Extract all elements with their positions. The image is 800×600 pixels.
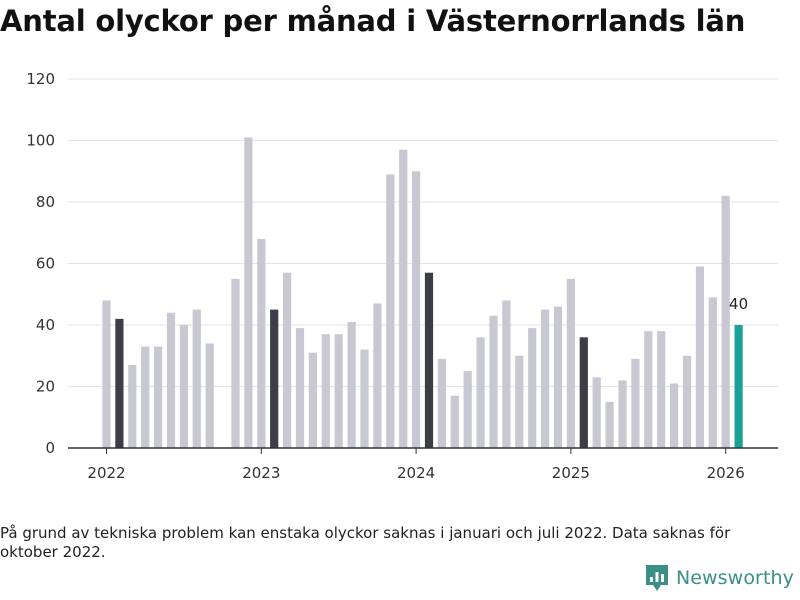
bar-2022-06[interactable] [166,312,176,448]
bar-2025-10[interactable] [682,355,692,448]
y-tick-label: 60 [36,255,55,273]
chart-title: Antal olyckor per månad i Västernorrland… [0,4,746,38]
bar-2024-05[interactable] [463,371,472,448]
newsworthy-logo-icon [645,565,668,591]
y-axis-tick-labels: 0 20 40 60 80 100 120 [26,70,55,457]
x-tick-label: 2022 [87,464,125,482]
bar-2025-11[interactable] [695,266,704,448]
bar-2023-04[interactable] [295,328,305,448]
bar-2023-10[interactable] [373,303,382,448]
bar-2022-11[interactable] [231,278,240,448]
x-axis: 2022 2023 2024 2025 2026 [68,447,778,482]
y-tick-label: 80 [36,193,55,211]
bar-2023-07[interactable] [334,334,343,448]
bar-2024-01[interactable] [412,171,421,448]
bar-2024-10[interactable] [528,328,537,448]
bar-chart: 0 20 40 60 80 100 120 2022 2023 2024 2025 2026 40 [26,70,778,482]
bar-2024-06[interactable] [476,337,485,448]
x-tick-label: 2023 [242,464,280,482]
bar-2023-11[interactable] [386,174,395,448]
bar-2025-05[interactable] [618,380,627,448]
bar-2025-07[interactable] [644,331,653,448]
bar-2025-09[interactable] [670,383,679,448]
bar-2024-12[interactable] [553,306,563,448]
bar-2022-08[interactable] [192,309,201,448]
bar-2026-02[interactable] [734,325,743,448]
bar-2024-11[interactable] [541,309,550,448]
bars [102,137,743,449]
data-labels: 40 [729,295,748,313]
y-tick-label: 0 [45,439,55,457]
bar-2024-04[interactable] [450,395,459,448]
bar-2022-07[interactable] [179,325,188,448]
brand-logo[interactable]: Newsworthy [644,563,794,593]
bar-2022-02[interactable] [115,318,124,448]
x-tick-label: 2026 [707,464,745,482]
bar-2024-07[interactable] [489,315,498,448]
bar-2022-01[interactable] [102,300,111,448]
bar-2024-03[interactable] [437,358,446,448]
bar-2022-04[interactable] [141,346,150,448]
bar-2023-09[interactable] [360,349,369,448]
brand-name: Newsworthy [675,567,794,589]
bar-2023-05[interactable] [308,352,317,448]
bar-2022-09[interactable] [205,343,214,448]
bar-2022-05[interactable] [154,346,163,448]
y-tick-label: 20 [36,378,55,396]
bar-2024-09[interactable] [515,355,524,448]
bar-2025-06[interactable] [631,358,640,448]
bar-2022-12[interactable] [244,137,253,449]
bar-2025-03[interactable] [592,377,601,448]
bar-2023-06[interactable] [321,334,330,448]
bar-2024-08[interactable] [502,300,511,448]
bar-2025-01[interactable] [566,278,575,448]
bar-2026-01[interactable] [721,195,730,448]
data-label-2026-02: 40 [729,295,748,313]
bar-2024-02[interactable] [424,272,434,448]
bar-2025-04[interactable] [605,401,614,448]
bar-2023-08[interactable] [347,321,356,448]
y-tick-label: 40 [36,316,55,334]
bar-2023-03[interactable] [283,272,292,448]
x-tick-label: 2024 [397,464,435,482]
bar-2023-02[interactable] [270,309,279,448]
bar-2023-01[interactable] [257,238,266,448]
y-tick-label: 120 [26,70,55,88]
y-tick-label: 100 [26,132,55,150]
footnote: På grund av tekniska problem kan enstaka… [0,524,731,561]
bar-2025-08[interactable] [657,331,666,448]
bar-2023-12[interactable] [399,149,408,448]
x-tick-label: 2025 [552,464,590,482]
bar-2025-12[interactable] [708,297,717,448]
bar-2022-03[interactable] [128,364,137,448]
bar-2025-02[interactable] [579,337,588,448]
